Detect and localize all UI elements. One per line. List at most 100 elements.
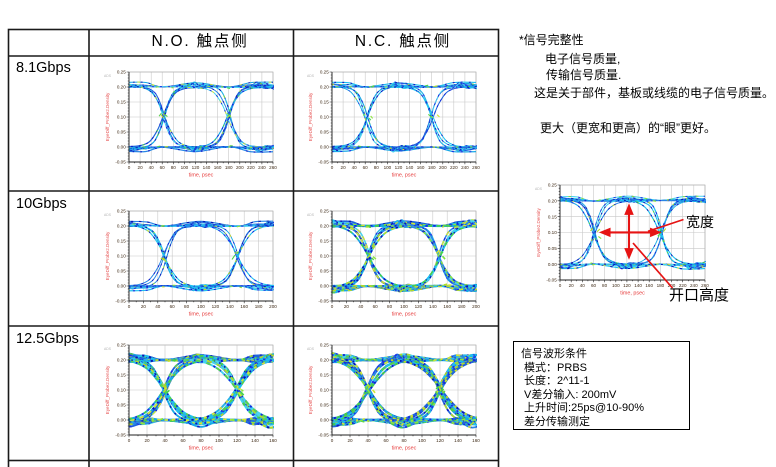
svg-text:0: 0 [331, 165, 334, 170]
svg-text:140: 140 [454, 438, 462, 443]
svg-text:80: 80 [602, 283, 608, 288]
svg-text:180: 180 [428, 165, 436, 170]
svg-text:0.20: 0.20 [117, 224, 126, 229]
svg-text:20: 20 [341, 165, 347, 170]
svg-text:0.10: 0.10 [320, 115, 329, 120]
svg-text:40: 40 [155, 304, 161, 309]
svg-text:20: 20 [569, 283, 575, 288]
svg-text:120: 120 [233, 438, 241, 443]
svg-text:0.00: 0.00 [117, 418, 126, 423]
svg-text:200: 200 [472, 304, 480, 309]
svg-text:20: 20 [144, 438, 150, 443]
svg-text:time, psec: time, psec [392, 312, 417, 318]
svg-text:160: 160 [417, 165, 425, 170]
svg-text:0: 0 [128, 165, 131, 170]
svg-text:0.15: 0.15 [548, 214, 557, 219]
svg-text:140: 140 [406, 165, 414, 170]
svg-text:220: 220 [679, 283, 687, 288]
svg-text:time, psec: time, psec [189, 446, 214, 452]
svg-text:ADS: ADS [307, 347, 315, 351]
svg-text:160: 160 [472, 438, 480, 443]
svg-text:0.05: 0.05 [320, 269, 329, 274]
svg-text:60: 60 [591, 283, 597, 288]
svg-text:40: 40 [352, 165, 358, 170]
svg-text:240: 240 [690, 283, 698, 288]
svg-text:0.20: 0.20 [117, 358, 126, 363]
svg-text:-0.05: -0.05 [115, 160, 126, 165]
svg-text:40: 40 [162, 438, 168, 443]
svg-text:0.20: 0.20 [548, 198, 557, 203]
svg-text:140: 140 [226, 304, 234, 309]
svg-text:40: 40 [580, 283, 586, 288]
svg-text:0.20: 0.20 [320, 224, 329, 229]
svg-text:60: 60 [363, 165, 369, 170]
svg-text:140: 140 [429, 304, 437, 309]
svg-text:0.10: 0.10 [117, 254, 126, 259]
svg-text:140: 140 [203, 165, 211, 170]
svg-text:40: 40 [365, 438, 371, 443]
svg-text:100: 100 [181, 165, 189, 170]
svg-text:time, psec: time, psec [189, 312, 214, 318]
svg-text:0.00: 0.00 [117, 284, 126, 289]
svg-text:0.15: 0.15 [117, 239, 126, 244]
svg-text:0.15: 0.15 [320, 100, 329, 105]
svg-text:0.05: 0.05 [117, 130, 126, 135]
svg-text:120: 120 [395, 165, 403, 170]
svg-text:-0.05: -0.05 [115, 433, 126, 438]
svg-text:EyeDiff_Probe2.Density: EyeDiff_Probe2.Density [308, 231, 313, 280]
svg-text:240: 240 [258, 165, 266, 170]
svg-text:60: 60 [160, 165, 166, 170]
svg-text:time, psec: time, psec [189, 173, 214, 179]
svg-text:-0.05: -0.05 [115, 299, 126, 304]
svg-text:260: 260 [701, 283, 709, 288]
svg-text:ADS: ADS [307, 213, 315, 217]
svg-text:80: 80 [401, 438, 407, 443]
svg-text:0.25: 0.25 [117, 343, 126, 348]
svg-text:0.10: 0.10 [320, 254, 329, 259]
svg-text:120: 120 [192, 165, 200, 170]
svg-text:60: 60 [383, 438, 389, 443]
svg-text:100: 100 [418, 438, 426, 443]
svg-text:time, psec: time, psec [620, 291, 645, 297]
svg-text:60: 60 [170, 304, 176, 309]
svg-text:ADS: ADS [104, 74, 112, 78]
svg-text:60: 60 [373, 304, 379, 309]
svg-text:0: 0 [331, 438, 334, 443]
svg-text:-0.05: -0.05 [546, 278, 557, 283]
svg-text:0.15: 0.15 [320, 373, 329, 378]
svg-text:0.25: 0.25 [548, 183, 557, 188]
svg-text:240: 240 [461, 165, 469, 170]
svg-text:0: 0 [559, 283, 562, 288]
svg-text:ADS: ADS [307, 74, 315, 78]
svg-text:0: 0 [331, 304, 334, 309]
svg-text:0.05: 0.05 [117, 403, 126, 408]
svg-text:200: 200 [439, 165, 447, 170]
svg-text:0.15: 0.15 [117, 100, 126, 105]
svg-text:EyeDiff_Probe2.Density: EyeDiff_Probe2.Density [105, 92, 110, 141]
svg-text:0.10: 0.10 [548, 230, 557, 235]
svg-text:40: 40 [358, 304, 364, 309]
svg-text:0.25: 0.25 [117, 209, 126, 214]
svg-text:0: 0 [128, 438, 131, 443]
svg-text:0.10: 0.10 [117, 388, 126, 393]
svg-text:100: 100 [197, 304, 205, 309]
svg-text:EyeDiff_Probe2.Density: EyeDiff_Probe2.Density [308, 365, 313, 414]
svg-text:0.10: 0.10 [117, 115, 126, 120]
svg-text:100: 100 [215, 438, 223, 443]
svg-text:260: 260 [472, 165, 480, 170]
svg-text:0.05: 0.05 [548, 246, 557, 251]
svg-text:200: 200 [668, 283, 676, 288]
svg-text:EyeDiff_Probe2.Density: EyeDiff_Probe2.Density [308, 92, 313, 141]
svg-text:0.15: 0.15 [320, 239, 329, 244]
svg-text:ADS: ADS [104, 213, 112, 217]
svg-text:0.15: 0.15 [117, 373, 126, 378]
svg-text:180: 180 [225, 165, 233, 170]
svg-text:0.00: 0.00 [320, 284, 329, 289]
svg-text:120: 120 [415, 304, 423, 309]
svg-text:120: 120 [623, 283, 631, 288]
svg-text:ADS: ADS [104, 347, 112, 351]
svg-text:160: 160 [214, 165, 222, 170]
svg-text:160: 160 [645, 283, 653, 288]
svg-text:0.00: 0.00 [117, 145, 126, 150]
svg-text:60: 60 [180, 438, 186, 443]
